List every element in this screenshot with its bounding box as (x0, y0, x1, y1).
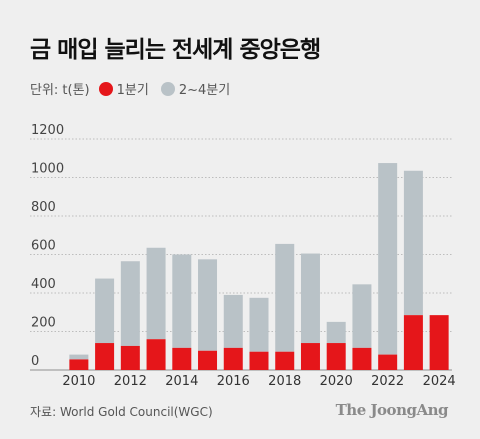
bar-q1-2012 (120, 345, 140, 370)
bar-q2-q4-2018 (275, 243, 295, 352)
bar-q1-2024 (429, 315, 449, 370)
y-tick-label-1000: 1000 (31, 162, 64, 177)
bar-q1-2019 (300, 343, 320, 370)
source-note: 자료: World Gold Council(WGC) (30, 405, 213, 419)
bar-q2-q4-2022 (378, 163, 398, 355)
bar-q1-2010 (69, 359, 89, 370)
legend-label-q2-q4: 2~4분기 (178, 83, 231, 98)
bars (69, 163, 449, 370)
bar-q2-q4-2020 (326, 321, 346, 344)
bar-q2-q4-2021 (352, 284, 372, 348)
bar-q1-2021 (352, 347, 372, 370)
bar-q1-2022 (378, 354, 398, 370)
bar-q1-2015 (198, 350, 218, 370)
bar-q2-q4-2010 (69, 354, 89, 360)
bar-q1-2014 (172, 347, 192, 370)
bar-q2-q4-2023 (403, 170, 423, 316)
chart-title: 금 매입 늘리는 전세계 중앙은행 (30, 37, 321, 63)
legend-item-q1: 1분기 (98, 79, 149, 98)
x-tick-label-2018: 2018 (268, 374, 301, 389)
bar-q1-2016 (223, 347, 243, 370)
legend: 단위: t(톤) 1분기 2~4분기 (30, 79, 242, 98)
y-tick-label-600: 600 (31, 239, 56, 254)
legend-swatch-q2-q4 (160, 81, 175, 96)
x-tick-label-2016: 2016 (217, 374, 250, 389)
x-tick-label-2024: 2024 (423, 374, 456, 389)
bar-q2-q4-2015 (198, 259, 218, 351)
y-tick-label-1200: 1200 (31, 123, 64, 138)
bar-q2-q4-2011 (95, 278, 115, 344)
x-tick-label-2020: 2020 (320, 374, 353, 389)
unit-label: 단위: t(톤) (30, 83, 90, 98)
x-tick-label-2010: 2010 (62, 374, 95, 389)
brand-logo: The JoongAng (335, 401, 449, 419)
y-tick-label-400: 400 (31, 277, 56, 292)
y-tick-label-0: 0 (31, 354, 39, 369)
y-tick-label-800: 800 (31, 200, 56, 215)
bar-q2-q4-2013 (146, 247, 166, 340)
x-tick-labels: 2010 2012 2014 2016 2018 2020 2022 2024 (62, 374, 455, 389)
y-tick-label-200: 200 (31, 316, 56, 331)
y-tick-labels: 0 200 400 600 800 1000 1200 (31, 123, 64, 369)
legend-item-q2-q4: 2~4분기 (160, 79, 231, 98)
legend-label-q1: 1분기 (116, 83, 149, 98)
legend-swatch-q1 (98, 81, 113, 96)
x-tick-label-2022: 2022 (371, 374, 404, 389)
bar-q2-q4-2019 (300, 253, 320, 344)
bar-q1-2020 (326, 343, 346, 370)
bar-q2-q4-2016 (223, 294, 243, 348)
bar-q1-2017 (249, 351, 269, 370)
bar-q2-q4-2012 (120, 261, 140, 346)
bar-q1-2018 (275, 351, 295, 370)
bar-q1-2023 (403, 315, 423, 370)
bar-q1-2013 (146, 339, 166, 370)
bar-q2-q4-2017 (249, 297, 269, 352)
x-tick-label-2014: 2014 (165, 374, 198, 389)
bar-q1-2011 (95, 343, 115, 370)
x-tick-label-2012: 2012 (114, 374, 147, 389)
bar-q2-q4-2014 (172, 254, 192, 348)
